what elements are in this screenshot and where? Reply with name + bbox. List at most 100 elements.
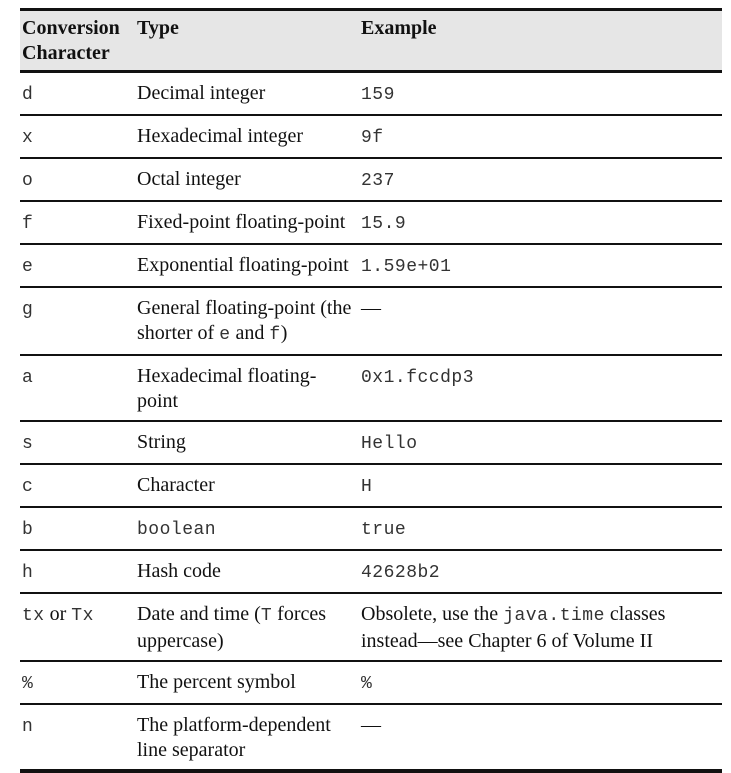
- table-row: c Character H: [20, 464, 722, 508]
- table-row: f Fixed-point floating-point 15.9: [20, 201, 722, 245]
- table-row: tx or Tx Date and time (T forces upperca…: [20, 593, 722, 662]
- type-code-T: T: [260, 606, 273, 626]
- type-cell: Octal integer: [135, 158, 357, 202]
- conversion-char-cell: tx or Tx: [20, 593, 135, 662]
- conversion-char-cell: x: [20, 115, 135, 159]
- conversion-char-cell: f: [20, 201, 135, 245]
- example-text-prefix: Obsolete, use the: [361, 603, 504, 625]
- conversion-char: d: [22, 85, 34, 105]
- conversion-char-cell: b: [20, 507, 135, 551]
- conversion-char: s: [22, 434, 34, 454]
- example-cell: 42628b2: [357, 550, 722, 594]
- conversion-char-cell: s: [20, 421, 135, 465]
- example-value: 1.59e+01: [361, 257, 452, 277]
- type-cell: Fixed-point floating-point: [135, 201, 357, 245]
- example-cell: true: [357, 507, 722, 551]
- conversion-char: b: [22, 520, 34, 540]
- conversion-char-cell: n: [20, 704, 135, 773]
- table-row: n The platform-dependent line separator …: [20, 704, 722, 773]
- example-cell: H: [357, 464, 722, 508]
- header-row: Conversion Character Type Example: [20, 8, 722, 73]
- example-cell: 0x1.fccdp3: [357, 355, 722, 422]
- example-value: 159: [361, 85, 395, 105]
- example-value: 15.9: [361, 214, 407, 234]
- table-row: d Decimal integer 159: [20, 71, 722, 116]
- table-header: Conversion Character Type Example: [20, 8, 722, 73]
- type-text-prefix: General floating-point (the shorter of: [137, 297, 352, 344]
- conversion-char-cell: %: [20, 661, 135, 705]
- conversion-char: h: [22, 563, 34, 583]
- conversion-char: e: [22, 257, 34, 277]
- conversion-char-cell: g: [20, 287, 135, 356]
- type-cell: Character: [135, 464, 357, 508]
- type-cell: String: [135, 421, 357, 465]
- table-row: b boolean true: [20, 507, 722, 551]
- example-cell: 15.9: [357, 201, 722, 245]
- conversion-char-or: or: [44, 603, 72, 625]
- table-row: h Hash code 42628b2: [20, 550, 722, 594]
- example-value: %: [361, 674, 373, 694]
- example-cell: %: [357, 661, 722, 705]
- type-code: boolean: [137, 520, 217, 540]
- table-row: x Hexadecimal integer 9f: [20, 115, 722, 159]
- example-cell: Obsolete, use the java.time classes inst…: [357, 593, 722, 662]
- conversion-table-container: Conversion Character Type Example d Deci…: [20, 8, 722, 773]
- conversion-char-tx: tx: [22, 606, 45, 626]
- conversion-char: x: [22, 128, 34, 148]
- type-text-suffix: ): [280, 322, 288, 344]
- conversion-char-cell: a: [20, 355, 135, 422]
- conversion-char-cell: d: [20, 71, 135, 116]
- example-value: 9f: [361, 128, 384, 148]
- type-text-suffix: forces uppercase): [137, 603, 327, 652]
- conversion-char: g: [22, 300, 34, 320]
- example-cell: 159: [357, 71, 722, 116]
- conversion-char-cell: h: [20, 550, 135, 594]
- conversion-char: %: [22, 674, 34, 694]
- conversion-char-cell: e: [20, 244, 135, 288]
- example-cell: —: [357, 287, 722, 356]
- conversion-characters-table: Conversion Character Type Example d Deci…: [20, 8, 722, 773]
- example-cell: 237: [357, 158, 722, 202]
- example-text-suffix: classes instead—see Chapter 6 of Volume …: [361, 603, 666, 652]
- example-value: H: [361, 477, 373, 497]
- example-value: true: [361, 520, 407, 540]
- type-text-mid: and: [230, 322, 270, 344]
- type-code-e: e: [219, 325, 231, 345]
- table-body: d Decimal integer 159 x Hexadecimal inte…: [20, 71, 722, 773]
- type-cell: boolean: [135, 507, 357, 551]
- conversion-char-cell: c: [20, 464, 135, 508]
- conversion-char: c: [22, 477, 34, 497]
- table-row: s String Hello: [20, 421, 722, 465]
- example-cell: 9f: [357, 115, 722, 159]
- type-cell: The platform-dependent line separator: [135, 704, 357, 773]
- conversion-char-cell: o: [20, 158, 135, 202]
- conversion-char: f: [22, 214, 34, 234]
- header-conversion-character: Conversion Character: [20, 8, 135, 73]
- header-example: Example: [357, 8, 722, 73]
- table-row: o Octal integer 237: [20, 158, 722, 202]
- table-row: e Exponential floating-point 1.59e+01: [20, 244, 722, 288]
- type-cell: The percent symbol: [135, 661, 357, 705]
- type-text-prefix: Date and time (: [137, 603, 261, 625]
- example-cell: Hello: [357, 421, 722, 465]
- type-cell: Hexadecimal floating-point: [135, 355, 357, 422]
- type-cell: Hash code: [135, 550, 357, 594]
- example-value: Hello: [361, 434, 418, 454]
- example-value: 0x1.fccdp3: [361, 368, 475, 388]
- example-value: 42628b2: [361, 563, 441, 583]
- table-row: a Hexadecimal floating-point 0x1.fccdp3: [20, 355, 722, 422]
- conversion-char: a: [22, 368, 34, 388]
- example-code-java-time: java.time: [503, 606, 605, 626]
- conversion-char: n: [22, 717, 34, 737]
- conversion-char-Tx: Tx: [71, 606, 94, 626]
- header-type: Type: [135, 8, 357, 73]
- type-cell: Decimal integer: [135, 71, 357, 116]
- example-cell: 1.59e+01: [357, 244, 722, 288]
- type-cell: Exponential floating-point: [135, 244, 357, 288]
- conversion-char: o: [22, 171, 34, 191]
- type-cell: General floating-point (the shorter of e…: [135, 287, 357, 356]
- table-row: % The percent symbol %: [20, 661, 722, 705]
- table-row: g General floating-point (the shorter of…: [20, 287, 722, 356]
- type-cell: Hexadecimal integer: [135, 115, 357, 159]
- example-cell: —: [357, 704, 722, 773]
